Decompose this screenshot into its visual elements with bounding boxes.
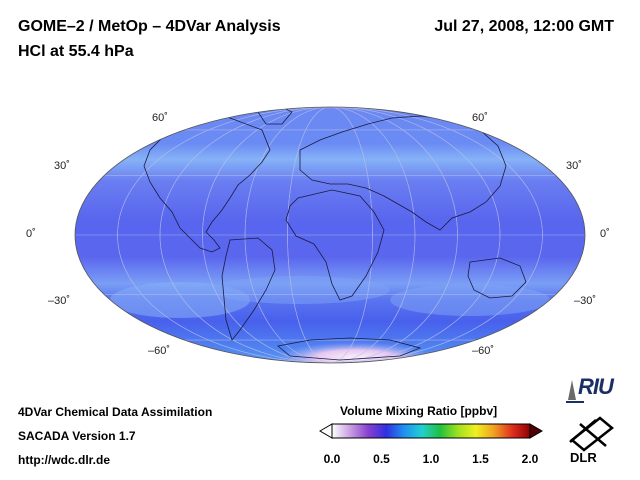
lat-label-right: –30˚ [574, 295, 597, 307]
lat-label-right: 60˚ [472, 112, 488, 124]
colorbar [319, 423, 543, 439]
coastlines [143, 107, 527, 361]
riu-logo-text: RIU [578, 374, 614, 399]
colorbar-tick: 0.5 [373, 452, 390, 466]
lat-label-right: –60˚ [472, 345, 495, 357]
lat-label-left: –60˚ [148, 345, 171, 357]
meridian-line [244, 107, 416, 363]
lat-label-right: 30˚ [566, 160, 582, 172]
dlr-logo [569, 416, 614, 452]
dlr-logo-text: DLR [570, 450, 597, 465]
footer-link[interactable]: http://wdc.dlr.de [18, 453, 110, 467]
colorbar-title: Volume Mixing Ratio [ppbv] [340, 404, 498, 418]
meridian-line [202, 107, 458, 363]
colorbar-tick: 1.5 [472, 452, 489, 466]
colorbar-high-arrow [529, 423, 543, 439]
colorbar-low-arrow [319, 423, 333, 439]
lat-label-left: 60˚ [152, 112, 168, 124]
lat-label-right: 0˚ [600, 228, 610, 240]
lat-label-left: 0˚ [26, 228, 36, 240]
footer-line-1: 4DVar Chemical Data Assimilation [18, 405, 213, 419]
colorbar-tick: 1.0 [422, 452, 440, 466]
riu-logo [566, 380, 584, 403]
colorbar-tick: 0.0 [323, 452, 341, 466]
meridian-line [159, 107, 501, 363]
datetime-label: Jul 27, 2008, 12:00 GMT [434, 18, 614, 35]
globe-field [75, 107, 585, 363]
lat-label-left: 30˚ [54, 160, 70, 172]
meridian-line [117, 107, 543, 363]
lat-label-left: –30˚ [48, 295, 71, 307]
title-line-2: HCl at 55.4 hPa [18, 43, 134, 60]
colorbar-gradient [331, 423, 531, 439]
colorbar-tick: 2.0 [521, 452, 539, 466]
footer-line-2: SACADA Version 1.7 [18, 429, 136, 443]
antarctic-high [275, 342, 435, 363]
title-line-1: GOME–2 / MetOp – 4DVar Analysis [18, 18, 281, 35]
meridian-line [287, 107, 373, 363]
